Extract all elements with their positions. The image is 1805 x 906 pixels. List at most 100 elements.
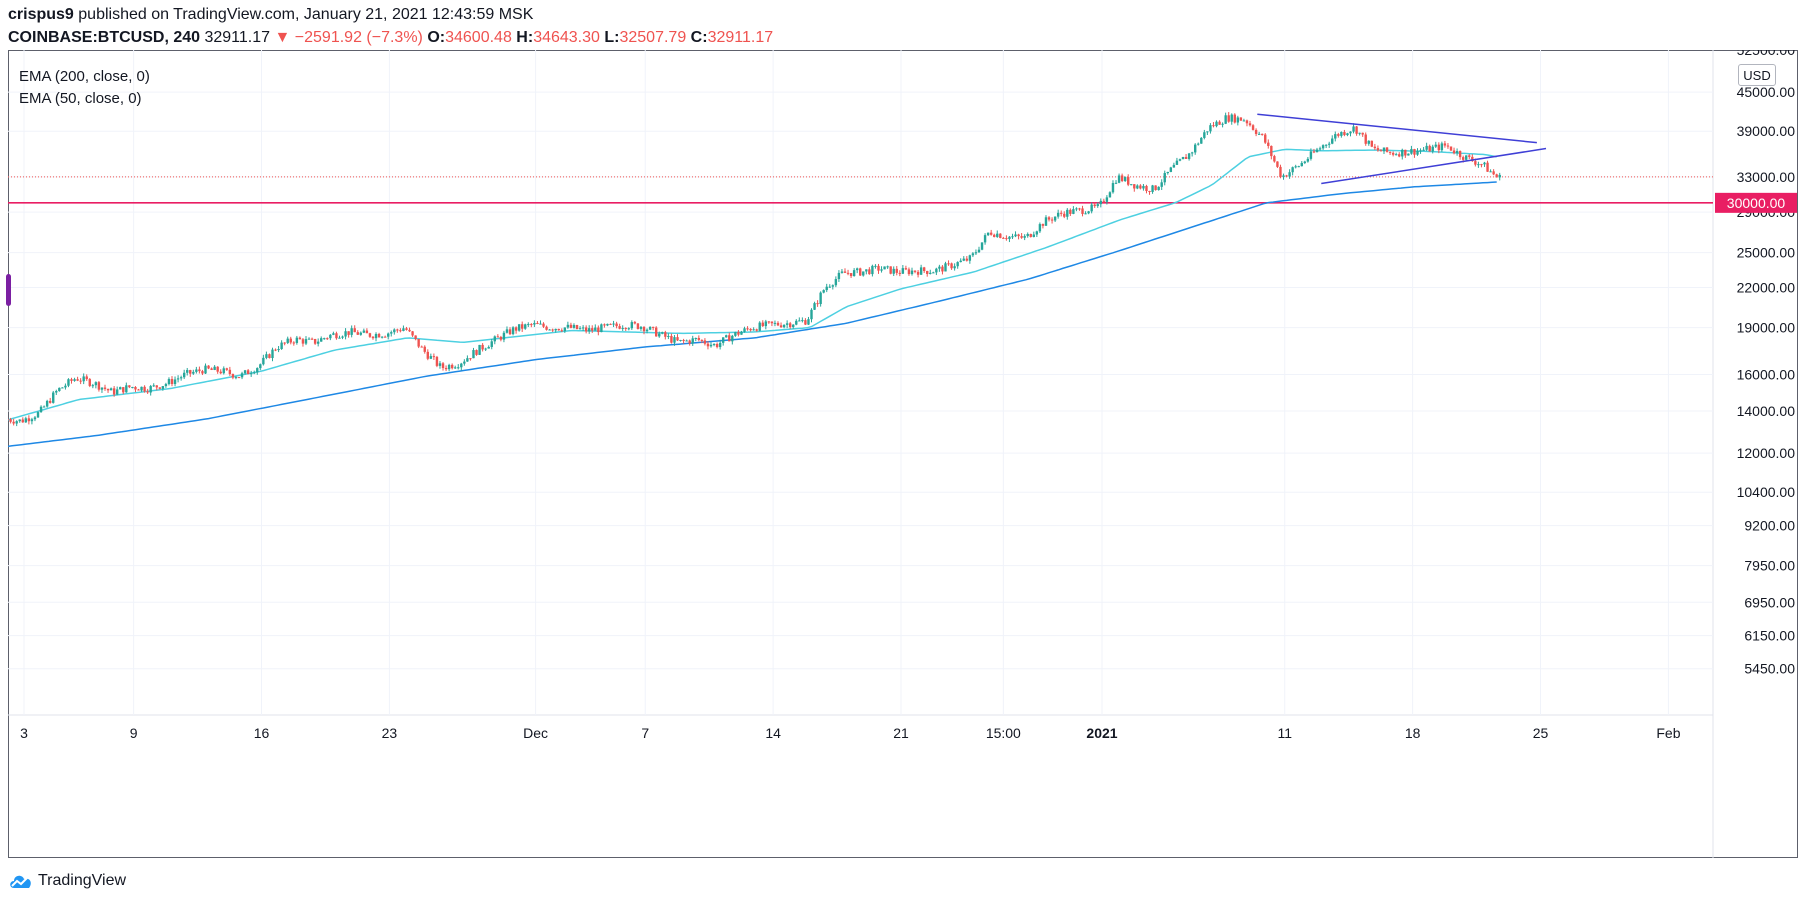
candle-body [204,365,207,374]
candle-body [606,323,609,326]
candle-body [1355,126,1358,134]
candle-body [423,346,426,352]
candle-body [1224,115,1227,124]
candle-body [58,387,61,392]
candle-body [1069,209,1072,214]
candle-body [1425,145,1428,150]
candle-body [326,338,329,340]
candle-body [88,379,91,386]
candle-body [1465,155,1468,160]
symbol-ticker[interactable]: COINBASE:BTCUSD, 240 [8,29,201,46]
candle-body [1376,148,1380,151]
logo-text: TradingView [38,872,127,889]
candle-body [131,387,134,389]
candle-body [1157,186,1160,191]
published-text: published on TradingView.com, January 21… [78,6,534,23]
candle-body [773,322,777,324]
candle-body [594,327,597,331]
candle-body [667,335,670,337]
candle-body [249,373,253,375]
candle-body [682,339,685,341]
candle-body [469,358,472,360]
candle-body [825,286,828,291]
candle-body [1398,154,1401,157]
time-tick-label: 7 [641,725,649,741]
candle-body [575,325,579,329]
candle-body [256,368,259,373]
candle-body [201,371,204,374]
candle-body [959,260,962,263]
candle-body [1154,185,1157,191]
candle-body [499,336,503,340]
candle-body [432,356,436,358]
price-change: −2591.92 (−7.3%) [294,29,423,46]
candle-body [1352,126,1355,132]
candle-body [1233,114,1236,123]
time-tick-label: 3 [20,725,28,741]
candle-body [493,336,496,342]
candle-body [913,270,917,272]
price-chart[interactable]: 3 9 16 23 Dec 7 14 21 15:00 2021 11 18 25 Feb 52500.0… [8,50,1798,858]
time-tick-label: 16 [254,725,270,741]
candle-body [1431,146,1434,152]
candle-body [849,273,853,277]
candle-body [8,418,9,420]
candle-body [1215,121,1218,127]
time-tick-label: Dec [523,725,548,741]
candle-body [1416,150,1419,155]
price-tick-label: 52500.00 [1737,50,1796,58]
candle-body [341,336,344,338]
candle-body [243,370,247,374]
candle-body [371,336,375,339]
candle-body [993,234,996,237]
candle-body [801,320,804,322]
low-value: 32507.79 [619,29,687,46]
legend-ema50[interactable]: EMA (50, close, 0) [19,90,142,107]
candle-body [1230,114,1233,122]
candle-body [122,387,125,393]
candle-body [694,337,697,339]
candle-body [353,328,356,333]
candle-body [664,332,667,337]
candle-body [572,325,576,328]
candle-body [1254,129,1258,134]
currency-badge[interactable]: USD [1738,64,1776,86]
candle-body [1227,115,1230,122]
price-axis[interactable]: 52500.0045000.0039000.0033000.0029000.00… [1737,50,1796,677]
candle-body [277,349,280,351]
candle-body [524,324,527,329]
candle-body [408,329,411,332]
candle-body [892,268,895,274]
candle-body [158,387,162,389]
candle-body [929,272,932,274]
candle-body [1440,143,1444,151]
candle-body [904,268,908,270]
tradingview-logo[interactable]: TradingView [8,872,126,890]
candle-body [530,324,533,326]
author-name[interactable]: crispus9 [8,6,74,23]
candle-body [947,263,950,265]
candle-body [846,272,850,274]
candle-body [1300,162,1303,167]
time-tick-label: 2021 [1086,725,1117,741]
candle-body [100,387,104,390]
candle-body [262,357,265,365]
candle-body [91,385,95,387]
candle-body [822,290,825,293]
candle-body [965,258,969,261]
candle-body [27,418,31,422]
candle-body [517,324,521,331]
candle-body [289,338,292,343]
candle-body [45,400,49,407]
candle-body [804,320,807,325]
candle-body [813,303,816,310]
candle-body [484,348,487,350]
side-marker[interactable] [6,274,11,306]
candle-body [1093,204,1096,207]
ema50-line [8,148,1497,421]
candle-body [435,356,439,366]
candle-body [554,328,557,331]
legend-ema200[interactable]: EMA (200, close, 0) [19,68,150,85]
candle-body [1081,208,1084,214]
time-tick-label: 14 [765,725,781,741]
